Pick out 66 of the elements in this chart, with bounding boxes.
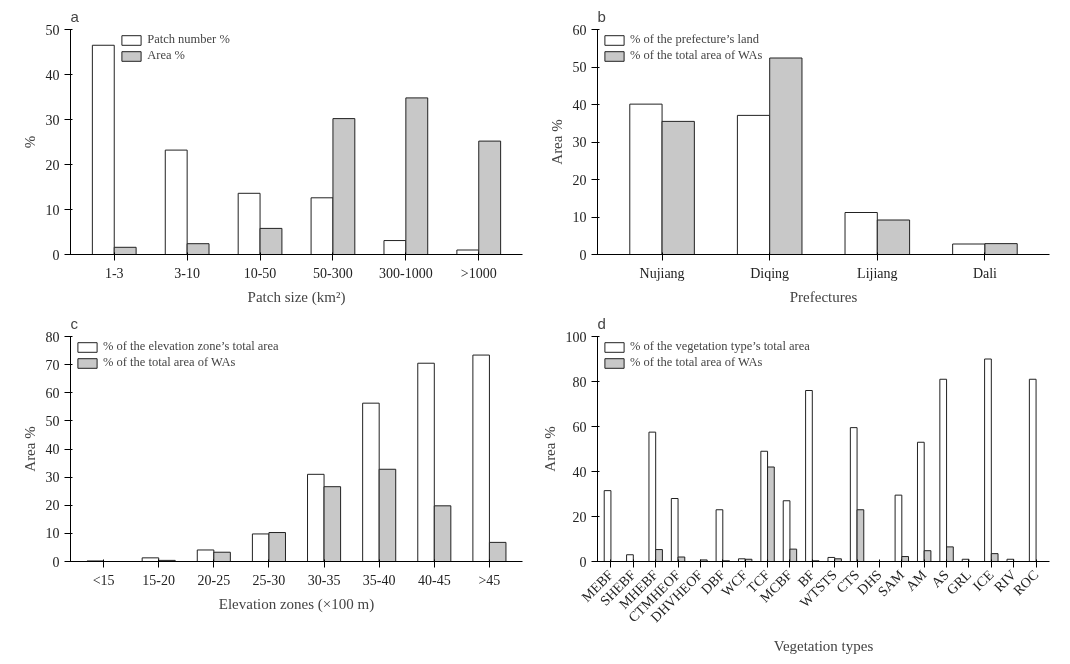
y-tick-label: 40 [45,67,60,83]
y-tick-label: 60 [572,22,587,38]
y-tick-label: 80 [572,374,587,390]
x-tick-label: 1-3 [104,265,124,281]
y-tick-label: 100 [565,329,587,345]
y-tick-label: 40 [572,464,587,480]
y-axis-title: % [21,135,38,149]
y-axis-title: Area % [21,426,38,472]
x-tick-label: 20-25 [197,572,231,588]
y-tick-label: 20 [45,157,60,173]
legend-label: % of the elevation zone’s total area [103,339,279,354]
y-tick-label: 70 [45,357,60,373]
legend-label: % of the vegetation type’s total area [630,339,810,354]
y-tick-label: 0 [52,247,60,263]
legend-label: Area % [147,48,186,63]
x-tick-label: Diqing [750,265,790,281]
legend-label: % of the total area of WAs [630,355,763,370]
y-tick-label: 40 [572,97,587,113]
x-axis-title: Vegetation types [773,638,874,655]
y-tick-label: 40 [45,442,60,457]
legend-label: % of the total area of WAs [103,355,236,370]
legend-label: Patch number % [147,32,230,47]
y-tick-label: 30 [45,470,60,486]
y-tick-label: 30 [572,135,587,150]
y-axis-title: Area % [541,426,558,472]
x-tick-label: >1000 [460,265,497,281]
x-tick-label: 35-40 [362,572,396,588]
x-axis-title: Elevation zones (×100 m) [218,595,375,613]
x-tick-label: 50-300 [313,265,353,281]
y-tick-label: 20 [572,172,587,188]
y-axis-title: Area % [548,119,565,165]
y-tick-label: 10 [572,210,587,225]
x-tick-label: Dali [972,265,998,281]
x-tick-label: 300-1000 [379,265,433,281]
y-tick-label: 20 [45,498,60,514]
y-tick-label: 0 [579,554,587,570]
legend-label: % of the total area of WAs [630,48,763,63]
x-tick-label: 10-50 [243,265,277,281]
y-tick-label: 60 [572,419,587,435]
x-tick-label: Nujiang [639,265,685,281]
y-tick-label: 30 [45,112,60,128]
y-tick-label: 80 [45,329,60,345]
x-axis-title: Patch size (km²) [247,288,346,306]
x-tick-label: 40-45 [417,572,451,588]
y-tick-label: 50 [45,22,60,38]
y-tick-label: 20 [572,509,587,525]
x-tick-label: >45 [478,572,501,588]
x-tick-label: 15-20 [142,572,176,588]
x-tick-label: <15 [92,572,115,588]
legend-label: % of the prefecture’s land [630,32,760,47]
y-tick-label: 60 [45,385,60,401]
chart-title: c [70,314,79,332]
chart-title: d [597,314,606,332]
y-tick-label: 0 [52,554,60,570]
y-tick-label: 50 [45,413,60,429]
chart-title: b [597,7,606,25]
y-tick-label: 10 [45,202,60,218]
x-tick-label: 3-10 [174,265,200,281]
x-tick-label: 30-35 [307,572,341,588]
x-axis-title: Prefectures [789,288,858,305]
y-tick-label: 10 [45,526,60,542]
y-tick-label: 0 [579,247,587,263]
y-tick-label: 50 [572,60,587,75]
chart-title: a [70,7,80,25]
x-tick-label: Lijiang [857,265,898,281]
x-tick-label: 25-30 [252,572,286,588]
